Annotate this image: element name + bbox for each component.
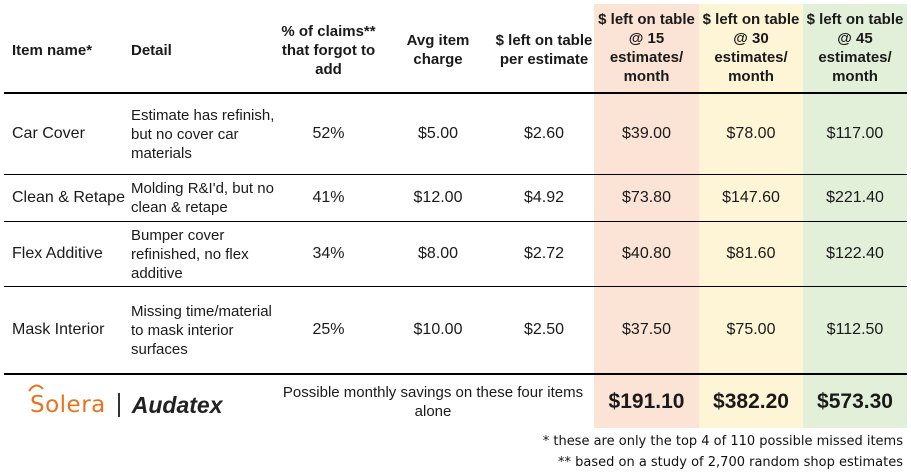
row-flex-additive-avg: $8.00 xyxy=(417,245,459,262)
row-car-cover-m15: $39.00 xyxy=(622,125,671,142)
header-left-per-estimate: $ left on table per estimate xyxy=(495,32,593,68)
row-divider xyxy=(4,286,907,287)
row-mask-interior-avg: $10.00 xyxy=(413,321,463,338)
header-left-45: $ left on table @ 45 estimates/ month xyxy=(806,11,904,85)
totals-rule xyxy=(4,373,907,375)
row-clean-retape-avg: $12.00 xyxy=(413,189,463,206)
row-flex-additive-pct: 34% xyxy=(312,245,345,262)
row-divider xyxy=(4,221,907,222)
audatex-wordmark: Audatex xyxy=(131,391,223,418)
row-mask-interior-pct: 25% xyxy=(312,321,345,338)
row-clean-retape-item: Clean & Retape xyxy=(12,189,125,206)
row-divider xyxy=(4,174,907,175)
row-mask-interior-m15: $37.50 xyxy=(622,321,671,338)
brand-logo: Solera Audatex xyxy=(28,384,223,423)
footnote-study: ** based on a study of 2,700 random shop… xyxy=(557,455,903,470)
header-left-30: $ left on table @ 30 estimates/ month xyxy=(702,11,800,85)
header-left-15: $ left on table @ 15 estimates/ month xyxy=(598,11,695,85)
header-pct-claims: % of claims** that forgot to add xyxy=(281,22,376,78)
row-clean-retape-m45: $221.40 xyxy=(826,189,884,206)
totals-m45: $573.30 xyxy=(817,390,893,413)
header-rule xyxy=(4,92,907,94)
row-car-cover-detail: Estimate has refinish, but no cover car … xyxy=(131,106,275,162)
header-detail: Detail xyxy=(131,41,172,59)
row-flex-additive-m45: $122.40 xyxy=(826,245,884,262)
row-flex-additive-m30: $81.60 xyxy=(726,245,776,262)
row-clean-retape-pct: 41% xyxy=(312,189,345,206)
column-bg-30 xyxy=(699,4,803,428)
row-clean-retape-m30: $147.60 xyxy=(722,189,780,206)
row-mask-interior-detail: Missing time/material to mask interior s… xyxy=(131,302,272,358)
totals-m15: $191.10 xyxy=(608,390,685,413)
solera-wordmark: Solera xyxy=(30,392,106,418)
column-bg-15 xyxy=(594,4,699,428)
row-flex-additive-detail: Bumper cover refinished, no flex additiv… xyxy=(131,226,249,282)
header-item-name: Item name* xyxy=(12,41,93,59)
header-avg-charge: Avg item charge xyxy=(406,32,470,68)
row-car-cover-m45: $117.00 xyxy=(826,125,884,142)
row-clean-retape-per-estimate: $4.92 xyxy=(523,189,565,206)
row-car-cover-item: Car Cover xyxy=(12,125,85,142)
row-mask-interior-m30: $75.00 xyxy=(726,321,776,338)
row-clean-retape-m15: $73.80 xyxy=(622,189,671,206)
solera-logo: Solera xyxy=(28,384,106,418)
row-mask-interior-m45: $112.50 xyxy=(826,321,884,338)
row-clean-retape-detail: Molding R&I'd, but no clean & retape xyxy=(131,180,274,216)
row-flex-additive-item: Flex Additive xyxy=(12,245,103,262)
row-car-cover-avg: $5.00 xyxy=(417,125,459,142)
footnote-top-items: * these are only the top 4 of 110 possib… xyxy=(542,434,903,449)
row-mask-interior-item: Mask Interior xyxy=(12,321,105,338)
logo-separator xyxy=(117,393,120,417)
column-bg-45 xyxy=(803,4,907,428)
row-mask-interior-per-estimate: $2.50 xyxy=(523,321,565,338)
row-car-cover-pct: 52% xyxy=(312,125,345,142)
row-car-cover-per-estimate: $2.60 xyxy=(523,125,565,142)
row-car-cover-m30: $78.00 xyxy=(726,125,776,142)
row-flex-additive-m15: $40.80 xyxy=(622,245,671,262)
totals-m30: $382.20 xyxy=(713,390,789,413)
solera-arc-icon xyxy=(28,384,44,392)
row-flex-additive-per-estimate: $2.72 xyxy=(523,245,565,262)
totals-label: Possible monthly savings on these four i… xyxy=(282,384,584,420)
